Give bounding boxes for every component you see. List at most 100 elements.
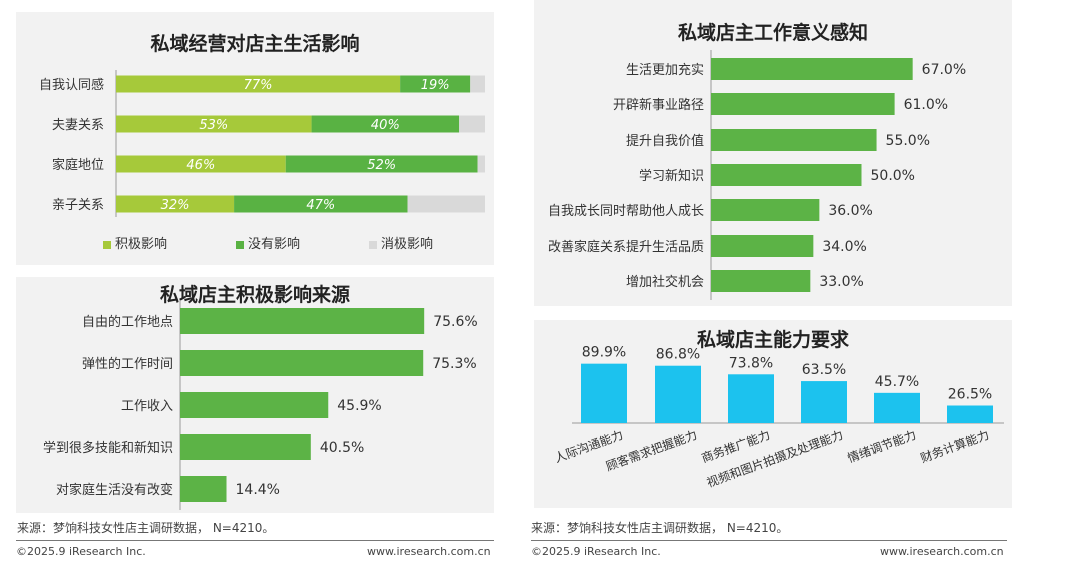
chart-title-positive-sources: 私域店主积极影响来源 [159,284,350,306]
chart-title-work-meaning: 私域店主工作意义感知 [677,22,868,44]
data-label: 36.0% [828,203,872,219]
category-label: 学到很多技能和新知识 [43,440,173,456]
data-label: 55.0% [886,133,930,149]
bar-segment [116,155,286,173]
chart-title-life-impact: 私域经营对店主生活影响 [150,33,360,55]
data-label: 63.5% [802,362,846,378]
data-label: 67.0% [922,62,966,78]
bar [711,235,814,257]
bar-segment [234,195,408,213]
panel-work-meaning: 私域店主工作意义感知 生活更加充实 67.0% 开辟新事业路径 61.0% 提升自我价值… [534,0,1012,306]
category-label: 财务计算能力 [918,427,991,466]
category-label: 生活更加充实 [626,62,704,78]
category-label: 提升自我价值 [626,133,704,149]
bar [711,129,877,151]
data-label: 45.9% [337,398,381,414]
bar [801,381,847,423]
bar-segment [116,195,235,213]
data-label: 77% [244,78,273,93]
site-url-left: www.iresearch.com.cn [367,545,491,558]
bar-segment [477,155,485,173]
bar [947,405,993,423]
category-label: 改善家庭关系提升生活品质 [548,239,704,255]
bar [711,270,811,292]
footer-divider-right [531,540,1007,541]
data-label: 86.8% [656,347,700,363]
data-label: 14.4% [236,482,280,498]
category-label: 对家庭生活没有改变 [56,482,173,498]
category-label: 开辟新事业路径 [613,97,704,113]
data-label: 46% [186,158,215,173]
copyright-left: ©2025.9 iResearch Inc. [16,545,146,558]
legend-swatch-negative-icon [369,240,377,249]
bar [655,365,701,423]
data-label: 53% [199,118,228,133]
legend-label: 消极影响 [381,237,434,252]
data-label: 40.5% [320,440,364,456]
bar [711,164,862,186]
bar [581,363,627,423]
data-label: 89.9% [582,345,626,361]
category-label: 工作收入 [121,399,173,414]
data-label: 50.0% [871,168,915,184]
data-label: 33.0% [819,274,863,290]
category-label: 夫妻关系 [52,118,104,133]
chart-ability: 89.9%人际沟通能力86.8%顾客需求把握能力73.8%商务推广能力63.5%… [553,345,1004,490]
category-label: 视频和图片拍摄及处理能力 [705,427,845,490]
category-label: 亲子关系 [52,198,104,213]
bar [874,392,920,423]
bar [728,374,774,423]
category-label: 家庭地位 [52,157,104,173]
chart-work-meaning: 生活更加充实 67.0% 开辟新事业路径 61.0% 提升自我价值 55.0% 学习新知识 5… [548,50,966,300]
bar [180,476,227,502]
data-label: 34.0% [822,239,866,255]
bar-segment [116,75,401,93]
source-note-left: 来源：梦饷科技女性店主调研数据， N=4210。 [17,521,275,535]
data-label: 32% [161,198,190,213]
chart-life-impact: 自我认同感 77% 19% 夫妻关系 53% 40% 家庭地位 46% 52% 亲子关系 32% 47… [39,70,485,217]
legend-negative: 消极影响 [369,233,433,252]
site-url-right: www.iresearch.com.cn [880,545,1004,558]
bar-segment [311,115,460,133]
category-label: 自我成长同时帮助他人成长 [548,204,704,219]
bar [711,199,820,221]
data-label: 47% [306,198,335,213]
data-label: 75.6% [433,314,477,330]
bar-segment [400,75,471,93]
bar [711,93,895,115]
data-label: 52% [367,158,396,173]
data-label: 19% [421,78,450,93]
data-label: 61.0% [904,97,948,113]
legend-label: 积极影响 [115,237,168,252]
footer-divider-left [16,540,494,541]
legend-swatch-positive-icon [103,240,111,249]
bar-segment [470,75,485,93]
bar-segment [285,155,478,173]
chart-positive-sources: 自由的工作地点 75.6% 弹性的工作时间 75.3% 工作收入 45.9% 学到很多技能和… [43,300,478,510]
panel-positive-sources: 私域店主积极影响来源 自由的工作地点 75.6% 弹性的工作时间 75.3% 工作收入 4… [16,277,494,513]
legend-neutral: 没有影响 [236,233,300,252]
bar-segment [459,115,485,133]
category-label: 情绪调节能力 [846,428,918,466]
bar [180,434,311,460]
data-label: 75.3% [432,356,476,372]
bar [180,392,329,418]
bar-segment [116,115,312,133]
legend-positive: 积极影响 [103,233,167,252]
bar-segment [407,195,485,213]
data-label: 26.5% [948,387,992,403]
copyright-right: ©2025.9 iResearch Inc. [531,545,661,558]
data-label: 40% [371,118,400,133]
bar [180,350,424,376]
panel-ability: 私域店主能力要求 89.9% 人际沟通能力 86.8% 顾客需求把握能力 73.8% 商务… [534,320,1012,508]
legend-swatch-neutral-icon [236,240,244,249]
category-label: 学习新知识 [639,168,704,184]
category-label: 自我认同感 [39,77,104,93]
bar [711,58,913,80]
panel-life-impact: 私域经营对店主生活影响 自我认同感 77% 19% 夫妻关系 53% 40% 家庭地位 46%… [16,12,494,265]
bar [180,308,425,334]
category-label: 弹性的工作时间 [82,356,173,372]
data-label: 45.7% [875,374,919,390]
legend-label: 没有影响 [248,237,301,252]
category-label: 自由的工作地点 [82,314,173,330]
